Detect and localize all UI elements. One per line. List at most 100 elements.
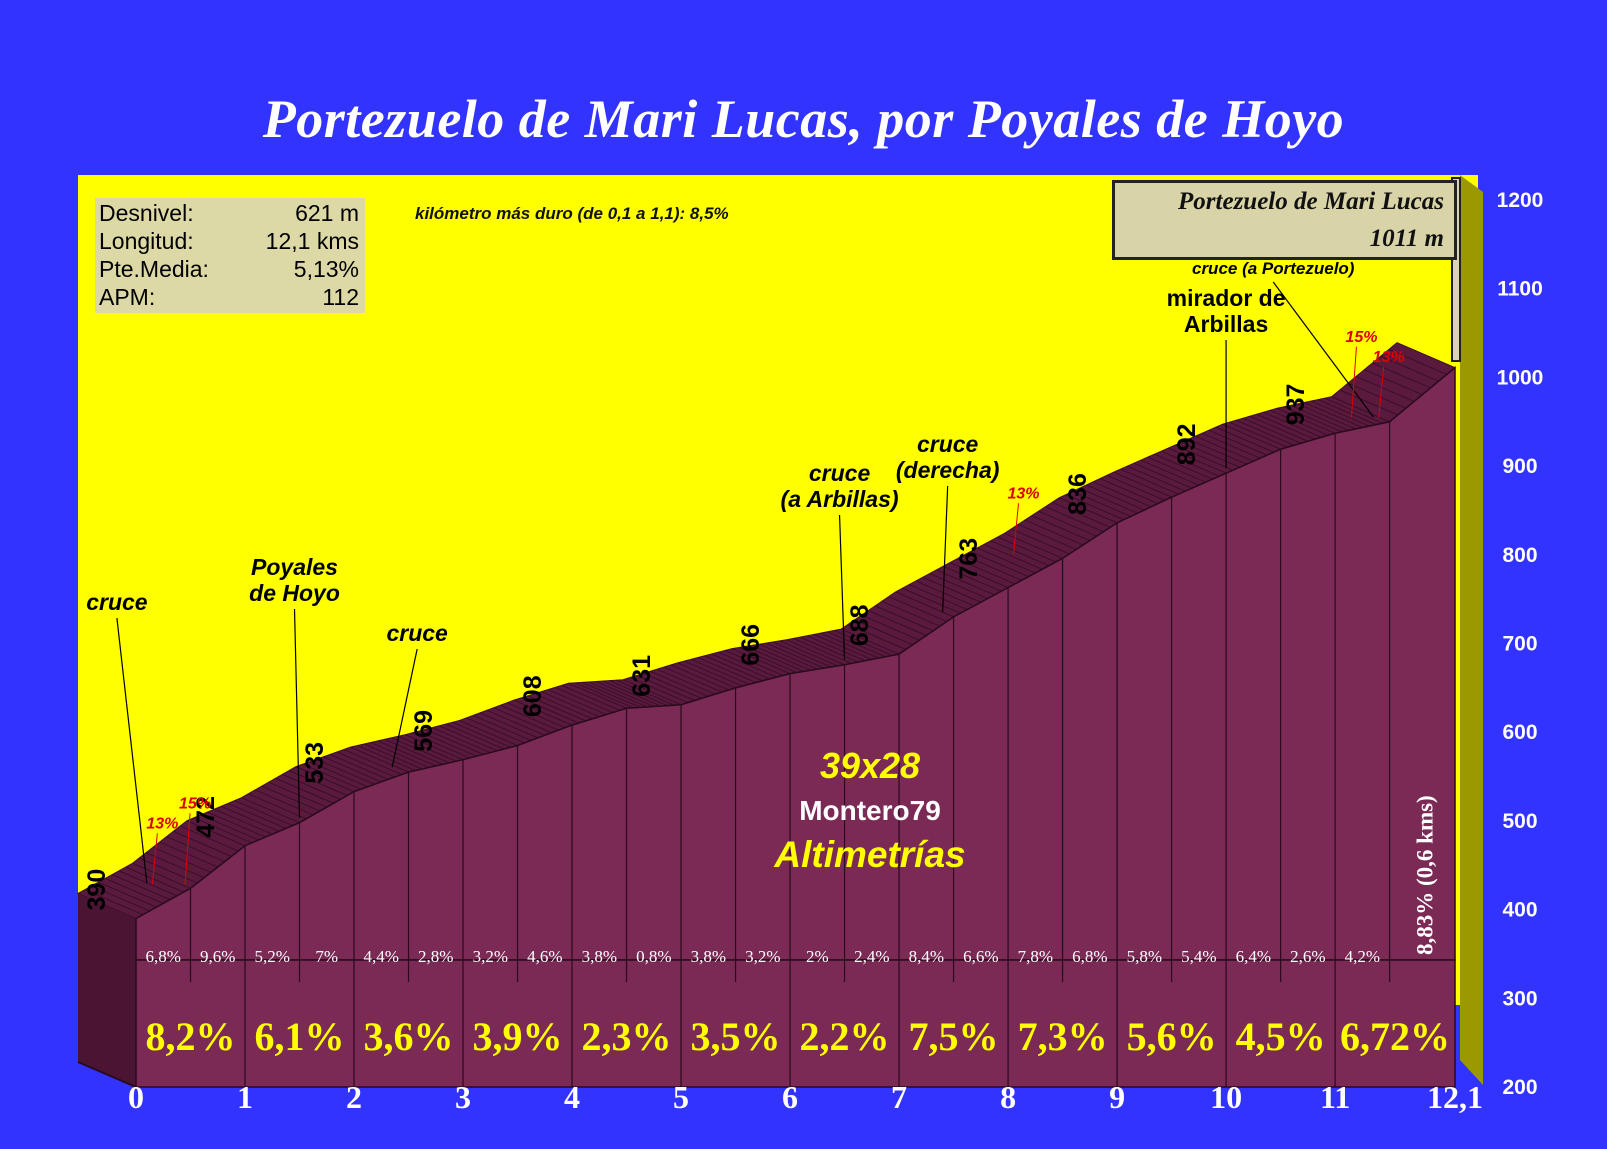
stats-box: Desnivel: 621 m Longitud: 12,1 kms Pte.M… bbox=[95, 198, 365, 313]
profile-hatch bbox=[1167, 447, 1227, 474]
elevation-label: 631 bbox=[628, 655, 656, 697]
profile-hatch bbox=[636, 675, 695, 701]
profile-hatch bbox=[1140, 459, 1200, 486]
profile-hatch bbox=[949, 562, 1009, 589]
half-km-grade: 7,8% bbox=[1018, 947, 1053, 966]
profile-hatch bbox=[725, 649, 784, 676]
summit-pole bbox=[1451, 177, 1461, 362]
half-km-grade: 0,8% bbox=[636, 947, 671, 966]
profile-hatch bbox=[125, 866, 184, 893]
profile-hatch bbox=[398, 735, 457, 762]
place-annotation: (a Arbillas) bbox=[781, 486, 899, 512]
profile-hatch bbox=[554, 687, 614, 713]
km-grade: 4,5% bbox=[1236, 1014, 1326, 1059]
profile-hatch bbox=[983, 543, 1043, 570]
half-km-grade: 3,2% bbox=[745, 947, 780, 966]
profile-hatch bbox=[718, 651, 777, 678]
place-annotation: de Hoyo bbox=[249, 580, 340, 606]
half-km-grade: 5,4% bbox=[1181, 947, 1216, 966]
km-grade: 2,3% bbox=[582, 1014, 672, 1059]
half-km-grade: 6,6% bbox=[963, 947, 998, 966]
profile-hatch bbox=[377, 740, 436, 767]
profile-hatch bbox=[881, 600, 941, 627]
profile-hatch bbox=[915, 580, 975, 607]
profile-hatch bbox=[1106, 474, 1165, 501]
profile-hatch bbox=[173, 830, 232, 857]
profile-hatch bbox=[936, 569, 995, 596]
profile-hatch bbox=[302, 763, 362, 790]
profile-hatch bbox=[1324, 397, 1383, 424]
profile-hatch bbox=[118, 870, 178, 897]
annotation-leader bbox=[293, 608, 301, 818]
profile-hatch bbox=[1195, 435, 1254, 462]
profile-hatch bbox=[139, 857, 198, 884]
profile-hatch bbox=[1290, 404, 1349, 431]
grade-strip bbox=[135, 959, 1456, 1088]
profile-hatch bbox=[1188, 438, 1247, 465]
stat-row-desnivel: Desnivel: 621 m bbox=[99, 200, 359, 228]
x-tick-label: 9 bbox=[1109, 1079, 1125, 1115]
stat-value: 621 m bbox=[295, 200, 359, 226]
profile-hatch bbox=[561, 684, 620, 711]
profile-hatch bbox=[840, 628, 900, 655]
profile-hatch bbox=[111, 874, 171, 901]
profile-hatch bbox=[411, 732, 471, 759]
profile-hatch bbox=[329, 753, 389, 780]
plot-side-wall bbox=[1460, 175, 1483, 1085]
profile-hatch bbox=[166, 836, 225, 863]
profile-hatch bbox=[1310, 400, 1370, 427]
half-km-grade: 3,8% bbox=[582, 947, 617, 966]
profile-hatch bbox=[472, 714, 532, 741]
profile-hatch bbox=[1372, 362, 1431, 389]
profile-hatch bbox=[432, 727, 491, 754]
profile-hatch bbox=[602, 680, 661, 707]
profile-hatch bbox=[547, 689, 607, 716]
profile-hatch bbox=[629, 677, 689, 704]
profile-hatch bbox=[1181, 441, 1240, 468]
x-tick-label: 4 bbox=[564, 1079, 580, 1115]
y-tick-label: 600 bbox=[1502, 721, 1537, 744]
elevation-label: 569 bbox=[410, 710, 438, 752]
profile-hatch bbox=[1201, 432, 1261, 459]
profile-hatch bbox=[507, 702, 566, 729]
profile-area bbox=[135, 366, 1456, 961]
profile-hatch bbox=[1045, 506, 1104, 533]
profile-hatch bbox=[670, 664, 729, 691]
profile-hatch bbox=[888, 596, 947, 623]
grade-strip-edge bbox=[77, 1061, 137, 1088]
profile-hatch bbox=[963, 554, 1022, 581]
summit-name: Portezuelo de Mari Lucas bbox=[1178, 188, 1444, 215]
half-km-grade: 2% bbox=[806, 947, 829, 966]
profile-hatch bbox=[943, 565, 1002, 592]
profile-hatch bbox=[534, 693, 593, 720]
profile-hatch bbox=[1297, 403, 1356, 430]
profile-hatch bbox=[697, 657, 757, 683]
km-grade: 6,1% bbox=[255, 1014, 345, 1059]
x-tick-label: 0 bbox=[128, 1079, 144, 1115]
profile-hatch bbox=[438, 725, 498, 752]
profile-hatch bbox=[234, 800, 293, 827]
elevation-label: 763 bbox=[955, 538, 983, 580]
profile-hatch bbox=[568, 682, 627, 709]
x-tick-label: 3 bbox=[455, 1079, 471, 1115]
profile-hatch bbox=[145, 852, 205, 879]
profile-hatch bbox=[132, 862, 191, 889]
profile-hatch bbox=[404, 734, 464, 761]
km-grade: 3,6% bbox=[364, 1014, 454, 1059]
profile-hatch bbox=[391, 737, 450, 764]
stat-label: Pte.Media: bbox=[99, 256, 209, 282]
profile-hatch bbox=[731, 648, 791, 675]
profile-hatch bbox=[1120, 468, 1179, 495]
km-grade: 7,3% bbox=[1018, 1014, 1108, 1059]
profile-hatch bbox=[91, 885, 150, 912]
profile-hatch bbox=[1339, 389, 1398, 416]
profile-hatch bbox=[677, 662, 736, 689]
km-grade: 8,2% bbox=[146, 1014, 236, 1059]
elevation-label: 937 bbox=[1282, 384, 1310, 426]
place-annotation: cruce bbox=[86, 589, 148, 615]
summit-sign: Portezuelo de Mari Lucas 1011 m bbox=[1112, 180, 1457, 260]
half-km-grade: 4,2% bbox=[1345, 947, 1380, 966]
y-tick-label: 900 bbox=[1502, 455, 1537, 478]
steep-grade-leader bbox=[1378, 366, 1385, 418]
steep-grade-mark: 15% bbox=[1345, 329, 1377, 346]
